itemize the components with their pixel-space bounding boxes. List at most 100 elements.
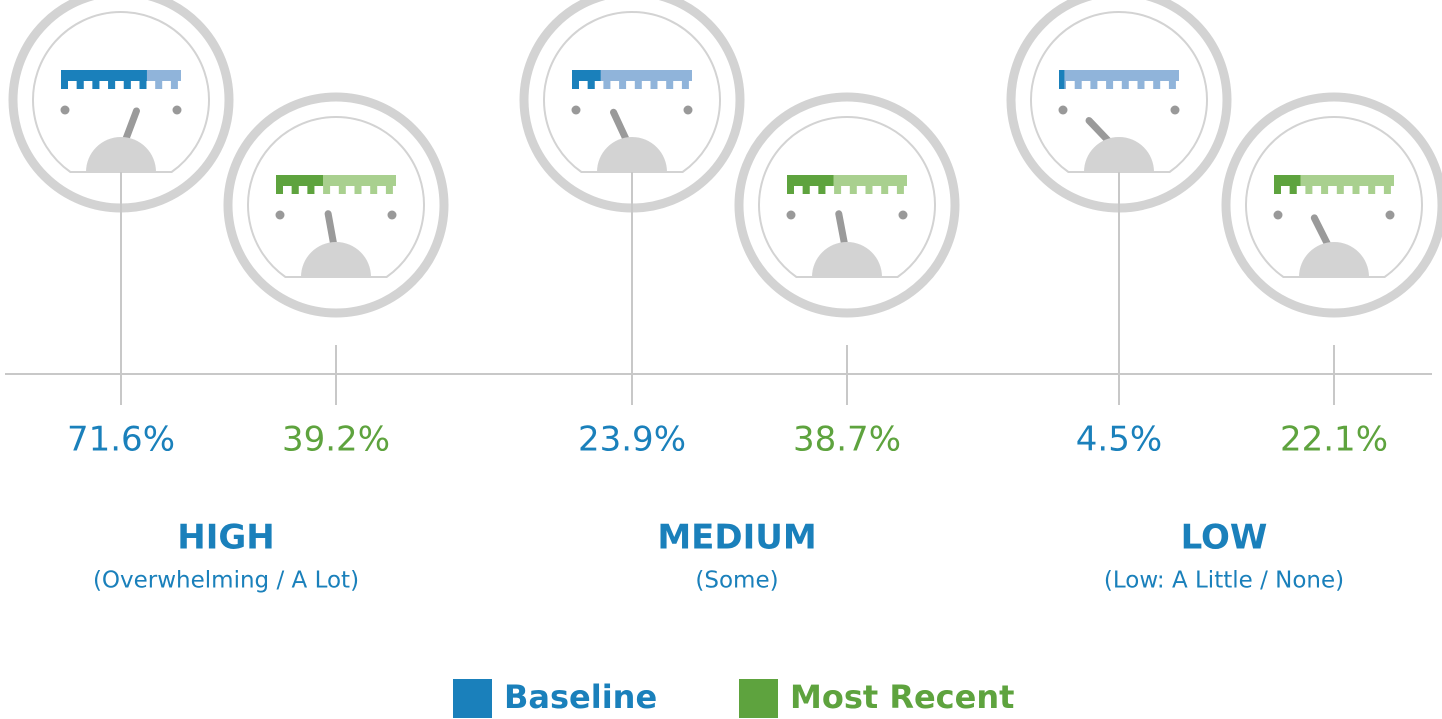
gauge-tooth bbox=[139, 81, 147, 89]
gauge-tooth bbox=[802, 186, 810, 194]
gauge-face bbox=[247, 116, 425, 278]
gauge-tooth bbox=[307, 186, 315, 194]
gauge-tooth bbox=[1153, 81, 1161, 89]
gauge-strip bbox=[276, 175, 324, 186]
gauge-dot bbox=[172, 105, 182, 115]
gauge-hub bbox=[812, 242, 882, 277]
legend-label: Baseline bbox=[504, 678, 657, 716]
gauge-dot bbox=[1273, 210, 1283, 220]
value-label: 39.2% bbox=[282, 420, 390, 460]
gauge-tooth bbox=[1106, 81, 1114, 89]
gauge-tooth bbox=[1352, 186, 1360, 194]
gauge-tooth bbox=[650, 81, 658, 89]
gauge-tooth bbox=[370, 186, 378, 194]
gauge-tooth bbox=[155, 81, 163, 89]
gauge-tooth bbox=[1336, 186, 1344, 194]
gauge-tooth bbox=[385, 186, 393, 194]
gauge-strip bbox=[61, 70, 147, 81]
gauge-tooth bbox=[587, 81, 595, 89]
gauge bbox=[519, 0, 745, 213]
gauge-tooth bbox=[666, 81, 674, 89]
gauge-tooth bbox=[681, 81, 689, 89]
gauge-tooth bbox=[61, 81, 68, 89]
legend-swatch bbox=[453, 679, 492, 718]
gauge-tooth bbox=[323, 186, 331, 194]
gauge-fill bbox=[1059, 70, 1065, 89]
gauge-dot bbox=[1385, 210, 1395, 220]
gauge-tooth bbox=[881, 186, 889, 194]
gauge-hub bbox=[1084, 137, 1154, 172]
legend-label: Most Recent bbox=[790, 678, 1014, 716]
gauge-tooth bbox=[1121, 81, 1129, 89]
gauge-tooth bbox=[92, 81, 100, 89]
value-label: 71.6% bbox=[67, 420, 175, 460]
gauge-tooth bbox=[634, 81, 642, 89]
gauge-strip bbox=[787, 175, 907, 186]
gauge-hub bbox=[1299, 242, 1369, 277]
gauge-tooth bbox=[603, 81, 611, 89]
gauge-tooth bbox=[276, 186, 283, 194]
gauge bbox=[1006, 0, 1232, 213]
gauge-tooth bbox=[1368, 186, 1376, 194]
gauge-tooth bbox=[1074, 81, 1082, 89]
category-label: MEDIUM bbox=[657, 518, 816, 558]
gauge-strip bbox=[276, 175, 396, 186]
gauge-dot bbox=[786, 210, 796, 220]
gauge-tooth bbox=[1289, 186, 1297, 194]
gauge-face bbox=[1245, 116, 1423, 278]
gauge-tooth bbox=[291, 186, 299, 194]
gauge bbox=[734, 92, 960, 318]
gauge-hub bbox=[301, 242, 371, 277]
gauge bbox=[223, 92, 449, 318]
gauge-tooth bbox=[1137, 81, 1145, 89]
gauge-tooth bbox=[354, 186, 362, 194]
category-subtitle: (Some) bbox=[695, 568, 778, 594]
gauge-tooth bbox=[1383, 186, 1391, 194]
gauge-tooth bbox=[896, 186, 904, 194]
gauge-dot bbox=[683, 105, 693, 115]
gauge-strip bbox=[1059, 70, 1065, 81]
value-label: 4.5% bbox=[1076, 420, 1162, 460]
gauge-tooth bbox=[572, 81, 579, 89]
gauge-face bbox=[543, 11, 721, 173]
gauge-strip bbox=[572, 70, 601, 81]
gauge-tooth bbox=[1059, 81, 1065, 89]
value-label: 22.1% bbox=[1280, 420, 1388, 460]
category-label: LOW bbox=[1181, 518, 1268, 558]
gauge-tooth bbox=[1090, 81, 1098, 89]
gauge-tooth bbox=[123, 81, 131, 89]
gauge-strip bbox=[1059, 70, 1179, 81]
gauge-dot bbox=[1170, 105, 1180, 115]
category-label: HIGH bbox=[177, 518, 274, 558]
gauge-fill bbox=[276, 175, 324, 194]
gauge-fill bbox=[572, 70, 601, 89]
gauge-dot bbox=[571, 105, 581, 115]
value-label: 38.7% bbox=[793, 420, 901, 460]
legend-swatch bbox=[739, 679, 778, 718]
gauge-tooth bbox=[1274, 186, 1281, 194]
gauge-strip bbox=[1274, 175, 1301, 186]
gauge-hub bbox=[597, 137, 667, 172]
value-label: 23.9% bbox=[578, 420, 686, 460]
gauge-tooth bbox=[818, 186, 826, 194]
gauge-dot bbox=[275, 210, 285, 220]
gauge-tooth bbox=[834, 186, 842, 194]
gauge-tooth bbox=[619, 81, 627, 89]
gauge-tooth bbox=[170, 81, 178, 89]
gauge-dot bbox=[60, 105, 70, 115]
gauge-dot bbox=[1058, 105, 1068, 115]
gauge-fill bbox=[61, 70, 147, 89]
gauge-tooth bbox=[76, 81, 84, 89]
gauge-tooth bbox=[1305, 186, 1313, 194]
gauge-strip bbox=[1274, 175, 1394, 186]
gauge bbox=[8, 0, 234, 213]
gauge-face bbox=[758, 116, 936, 278]
gauge-face bbox=[32, 11, 210, 173]
gauge-fill bbox=[787, 175, 834, 194]
gauge-fill bbox=[1274, 175, 1301, 194]
gauge-dot bbox=[898, 210, 908, 220]
gauge-tooth bbox=[338, 186, 346, 194]
gauge-tooth bbox=[787, 186, 794, 194]
gauge bbox=[1221, 92, 1442, 318]
